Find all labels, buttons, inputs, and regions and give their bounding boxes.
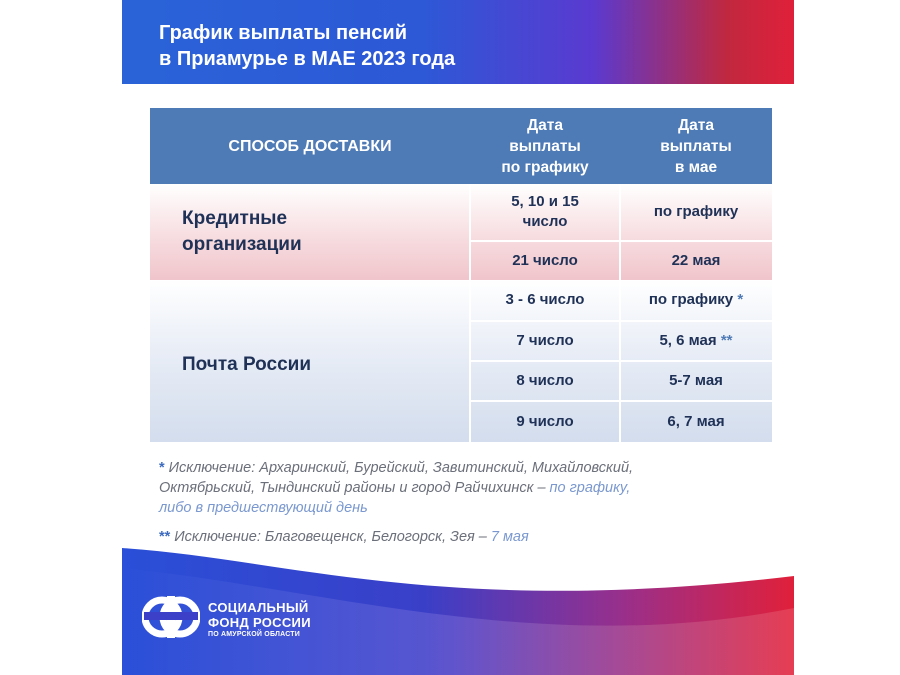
column-header-may-line: Дата: [678, 116, 714, 134]
footnote-double-star: ** Исключение: Благовещенск, Белогорск, З…: [159, 527, 774, 547]
footer-wave-background: [122, 548, 794, 675]
payment-schedule-table: СПОСОБ ДОСТАВКИ Дата выплаты по графику …: [150, 108, 772, 442]
column-header-schedule: Дата выплаты по графику: [470, 108, 620, 184]
header-banner: График выплаты пенсий в Приамурье в МАЕ …: [122, 0, 794, 84]
column-header-schedule-line: выплаты: [509, 137, 581, 155]
footnote-accent: по графику,: [549, 480, 631, 496]
footnote-marker: *: [159, 460, 165, 476]
table-header: СПОСОБ ДОСТАВКИ Дата выплаты по графику …: [150, 108, 772, 184]
page-title-line-1: График выплаты пенсий: [159, 22, 407, 44]
footnote-text: Исключение: Архаринский, Бурейский, Зави…: [168, 460, 634, 476]
page-title: График выплаты пенсий в Приамурье в МАЕ …: [159, 20, 579, 72]
cell-line: число: [522, 213, 568, 230]
group-russian-post: Почта России 3 - 6 число по графику * 7 …: [150, 280, 772, 442]
column-divider: [619, 184, 621, 280]
footnote-marker: **: [159, 529, 171, 545]
footnote-text: Исключение: Благовещенск, Белогорск, Зея…: [174, 529, 487, 545]
table-cell-may: по графику: [653, 203, 739, 220]
column-header-may-line: выплаты: [660, 137, 732, 155]
footnote-line: либо в предшествующий день: [159, 500, 368, 516]
table-cell-schedule: 7 число: [516, 332, 574, 349]
page-title-line-2: в Приамурье в МАЕ 2023 года: [159, 48, 456, 70]
row-divider: [470, 360, 772, 362]
row-divider: [470, 320, 772, 322]
group-credit-organizations: Кредитные организации 5, 10 и 15 число п…: [150, 184, 772, 280]
group-label-line: организации: [182, 234, 302, 255]
column-header-may-line: в мае: [674, 158, 718, 176]
footer-banner: СОЦИАЛЬНЫЙ ФОНД РОССИИ ПО АМУРСКОЙ ОБЛАС…: [122, 548, 794, 675]
group-label-post: Почта России: [182, 354, 312, 375]
column-divider: [469, 184, 471, 280]
cell-line: 5, 10 и 15: [511, 193, 579, 210]
column-header-schedule-line: по графику: [501, 158, 589, 176]
table-cell-may: по графику *: [620, 280, 772, 320]
table-cell-may: 5, 6 мая **: [620, 322, 772, 360]
poster: График выплаты пенсий в Приамурье в МАЕ …: [122, 0, 794, 675]
row-divider: [470, 240, 772, 242]
footnote-line: Октябрьский, Тындинский районы и город Р…: [159, 478, 774, 498]
table-cell-schedule: 21 число: [512, 252, 578, 269]
table-cell-schedule: 8 число: [516, 372, 574, 389]
logo-text: СОЦИАЛЬНЫЙ ФОНД РОССИИ ПО АМУРСКОЙ ОБЛАС…: [208, 600, 311, 640]
table-cell-may: 22 мая: [671, 252, 721, 269]
footnote-accent: 7 мая: [490, 529, 529, 545]
footnote-single-star: * Исключение: Архаринский, Бурейский, Зав…: [159, 458, 774, 518]
footnote-line: * Исключение: Архаринский, Бурейский, Зав…: [159, 458, 774, 478]
logo-text-line: СОЦИАЛЬНЫЙ: [208, 600, 309, 615]
group-label-credit: Кредитные организации: [182, 206, 302, 258]
column-header-schedule-line: Дата: [527, 116, 563, 134]
column-header-delivery: СПОСОБ ДОСТАВКИ: [228, 137, 392, 155]
logo-text-region: ПО АМУРСКОЙ ОБЛАСТИ: [208, 631, 300, 638]
table-cell-schedule: 9 число: [516, 413, 574, 430]
footnote-marker: *: [737, 291, 744, 308]
cell-value: 5, 6 мая: [659, 332, 717, 349]
group-label-line: Кредитные: [182, 208, 288, 229]
footnote-text: Октябрьский, Тындинский районы и город Р…: [159, 480, 546, 496]
table-cell-schedule: 3 - 6 число: [505, 291, 585, 308]
table-cell-may: 5-7 мая: [669, 372, 723, 389]
footnote-marker: **: [720, 332, 733, 349]
column-header-may: Дата выплаты в мае: [620, 108, 772, 184]
table-cell-may: 6, 7 мая: [667, 413, 725, 430]
logo-text-line: ФОНД РОССИИ: [208, 615, 311, 630]
cell-value: по графику: [648, 291, 734, 308]
row-divider: [470, 400, 772, 402]
table-cell-schedule: 5, 10 и 15 число: [470, 184, 620, 240]
